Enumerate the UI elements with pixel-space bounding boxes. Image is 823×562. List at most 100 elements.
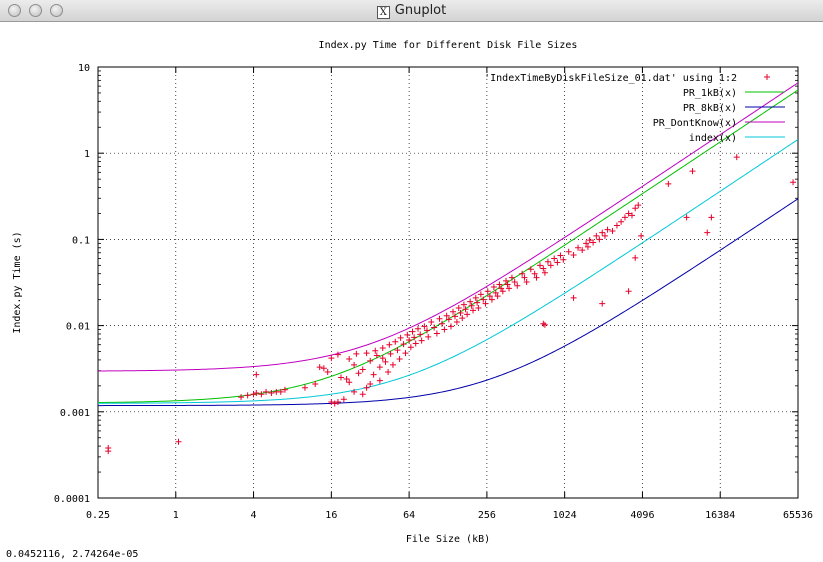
data-point bbox=[379, 355, 386, 362]
data-point bbox=[579, 247, 586, 254]
data-point bbox=[496, 281, 503, 288]
close-button[interactable] bbox=[8, 4, 21, 17]
data-point bbox=[373, 352, 380, 359]
data-point bbox=[244, 392, 251, 399]
data-point bbox=[632, 254, 639, 261]
data-point bbox=[253, 371, 260, 378]
data-point bbox=[337, 374, 344, 381]
data-point bbox=[596, 236, 603, 243]
data-point bbox=[604, 226, 611, 233]
data-point bbox=[370, 371, 377, 378]
x-tick-label: 16 bbox=[325, 510, 337, 521]
data-point bbox=[514, 282, 521, 289]
data-point bbox=[445, 316, 452, 323]
data-point bbox=[402, 350, 409, 357]
data-point bbox=[494, 293, 501, 300]
data-point bbox=[540, 265, 547, 272]
x-tick-label: 1 bbox=[173, 510, 179, 521]
data-point bbox=[689, 168, 696, 175]
data-point bbox=[708, 214, 715, 221]
data-point bbox=[331, 400, 338, 407]
data-point bbox=[316, 364, 323, 371]
data-point bbox=[453, 319, 460, 326]
legend-label: PR_1kB(x) bbox=[683, 88, 737, 99]
x-tick-label: 65536 bbox=[783, 510, 813, 521]
data-point bbox=[387, 350, 394, 357]
zoom-button[interactable] bbox=[50, 4, 63, 17]
data-point bbox=[415, 325, 422, 332]
data-point bbox=[400, 341, 407, 348]
data-point bbox=[499, 288, 506, 295]
data-point bbox=[451, 313, 458, 320]
legend-marker bbox=[764, 74, 770, 80]
data-point bbox=[340, 396, 347, 403]
data-point bbox=[404, 331, 411, 338]
data-point bbox=[355, 370, 362, 377]
data-point bbox=[421, 323, 428, 330]
data-point bbox=[565, 248, 572, 255]
data-point bbox=[409, 328, 416, 335]
data-point bbox=[531, 270, 538, 277]
data-point bbox=[613, 222, 620, 229]
data-point bbox=[477, 291, 484, 298]
data-point bbox=[470, 307, 477, 314]
plot-area bbox=[98, 82, 798, 455]
data-point bbox=[704, 229, 711, 236]
data-point bbox=[438, 320, 445, 327]
data-point bbox=[394, 347, 401, 354]
data-point bbox=[353, 350, 360, 357]
y-tick-label: 1 bbox=[84, 149, 90, 160]
data-point bbox=[363, 350, 370, 357]
data-point bbox=[537, 262, 544, 269]
data-point bbox=[632, 205, 639, 212]
data-point bbox=[359, 391, 366, 398]
data-point bbox=[583, 240, 590, 247]
x-axis-label: File Size (kB) bbox=[406, 534, 490, 545]
data-point bbox=[328, 355, 335, 362]
data-point bbox=[460, 301, 467, 308]
data-point bbox=[554, 259, 561, 266]
data-point bbox=[462, 306, 469, 313]
data-point bbox=[263, 388, 270, 395]
data-point bbox=[521, 274, 528, 281]
y-tick-label: 0.01 bbox=[66, 322, 90, 333]
data-point bbox=[551, 255, 558, 262]
data-point bbox=[544, 258, 551, 265]
x11-icon: X bbox=[376, 6, 390, 19]
data-point bbox=[334, 351, 341, 358]
data-point bbox=[508, 274, 515, 281]
data-point bbox=[635, 202, 642, 209]
data-point bbox=[346, 379, 353, 386]
data-point bbox=[683, 214, 690, 221]
status-readout: 0.0452116, 2.74264e-05 bbox=[6, 549, 139, 560]
data-point bbox=[320, 365, 327, 372]
y-axis-label: Index.py Time (s) bbox=[12, 231, 23, 333]
data-point bbox=[406, 337, 413, 344]
x-tick-label: 4 bbox=[251, 510, 257, 521]
data-point bbox=[599, 229, 606, 236]
gnuplot-chart[interactable]: 0.25 1 4 16 64 256 1024 4096 16384 65536 0.0001 0.0… bbox=[0, 22, 823, 547]
x-tick-label: 16384 bbox=[705, 510, 735, 521]
data-point bbox=[506, 285, 513, 292]
data-point bbox=[599, 300, 606, 307]
y-tick-label: 0.1 bbox=[72, 235, 90, 246]
data-point bbox=[250, 391, 257, 398]
data-point bbox=[334, 398, 341, 405]
x-tick-label: 256 bbox=[478, 510, 496, 521]
data-point bbox=[436, 315, 443, 322]
data-point bbox=[638, 232, 645, 239]
window-title: Gnuplot bbox=[394, 3, 447, 18]
data-point bbox=[447, 323, 454, 330]
data-point bbox=[593, 232, 600, 239]
data-point bbox=[472, 294, 479, 301]
x-tick-label: 4096 bbox=[630, 510, 654, 521]
data-point bbox=[379, 344, 386, 351]
minimize-button[interactable] bbox=[29, 4, 42, 17]
data-point bbox=[238, 394, 245, 401]
data-point bbox=[621, 214, 628, 221]
legend-label: PR_DontKnow(x) bbox=[653, 118, 737, 129]
data-point bbox=[433, 330, 440, 337]
legend-label: PR_8kB(x) bbox=[683, 103, 737, 114]
data-point bbox=[359, 366, 366, 373]
data-point bbox=[386, 341, 393, 348]
